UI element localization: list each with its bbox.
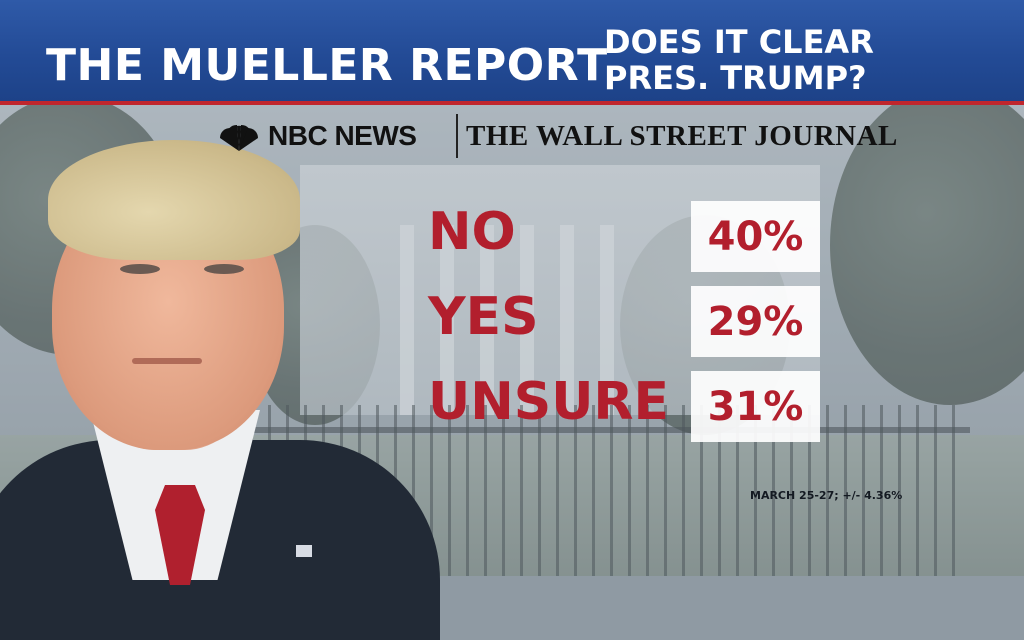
poll-footnote: MARCH 25-27; +/- 4.36% bbox=[750, 489, 903, 502]
percent-unsure: 31% bbox=[707, 383, 804, 430]
poll-question-line-2: PRES. TRUMP? bbox=[604, 59, 867, 97]
percent-box-yes: 29% bbox=[691, 286, 820, 357]
building-column bbox=[480, 225, 494, 415]
building-column bbox=[600, 225, 614, 415]
wsj-logo: THE WALL STREET JOURNAL bbox=[466, 120, 898, 152]
fence-rail bbox=[250, 427, 970, 433]
building-column bbox=[520, 225, 534, 415]
right-eye bbox=[204, 264, 244, 274]
percent-box-unsure: 31% bbox=[691, 371, 820, 442]
header-accent-line bbox=[0, 101, 1024, 105]
answer-no: NO bbox=[428, 202, 516, 262]
report-title: THE MUELLER REPORT bbox=[46, 40, 608, 91]
flag-pin-icon bbox=[296, 545, 312, 557]
percent-no: 40% bbox=[707, 213, 804, 260]
person-portrait bbox=[0, 140, 440, 640]
percent-box-no: 40% bbox=[691, 201, 820, 272]
left-eye bbox=[120, 264, 160, 274]
answer-unsure: UNSURE bbox=[428, 372, 669, 432]
nbc-news-logo: NBC NEWS bbox=[268, 120, 417, 151]
building-column bbox=[440, 225, 454, 415]
answer-yes: YES bbox=[428, 287, 539, 347]
header-banner: THE MUELLER REPORT DOES IT CLEAR PRES. T… bbox=[0, 0, 1024, 101]
building-column bbox=[400, 225, 414, 415]
poll-question: DOES IT CLEAR PRES. TRUMP? bbox=[604, 24, 874, 96]
mouth bbox=[132, 358, 202, 364]
percent-yes: 29% bbox=[707, 298, 804, 345]
poll-question-line-1: DOES IT CLEAR bbox=[604, 23, 874, 61]
hair bbox=[48, 140, 300, 260]
logo-divider bbox=[456, 114, 458, 158]
tree-right bbox=[830, 105, 1024, 405]
peacock-icon bbox=[220, 124, 258, 151]
building-column bbox=[560, 225, 574, 415]
